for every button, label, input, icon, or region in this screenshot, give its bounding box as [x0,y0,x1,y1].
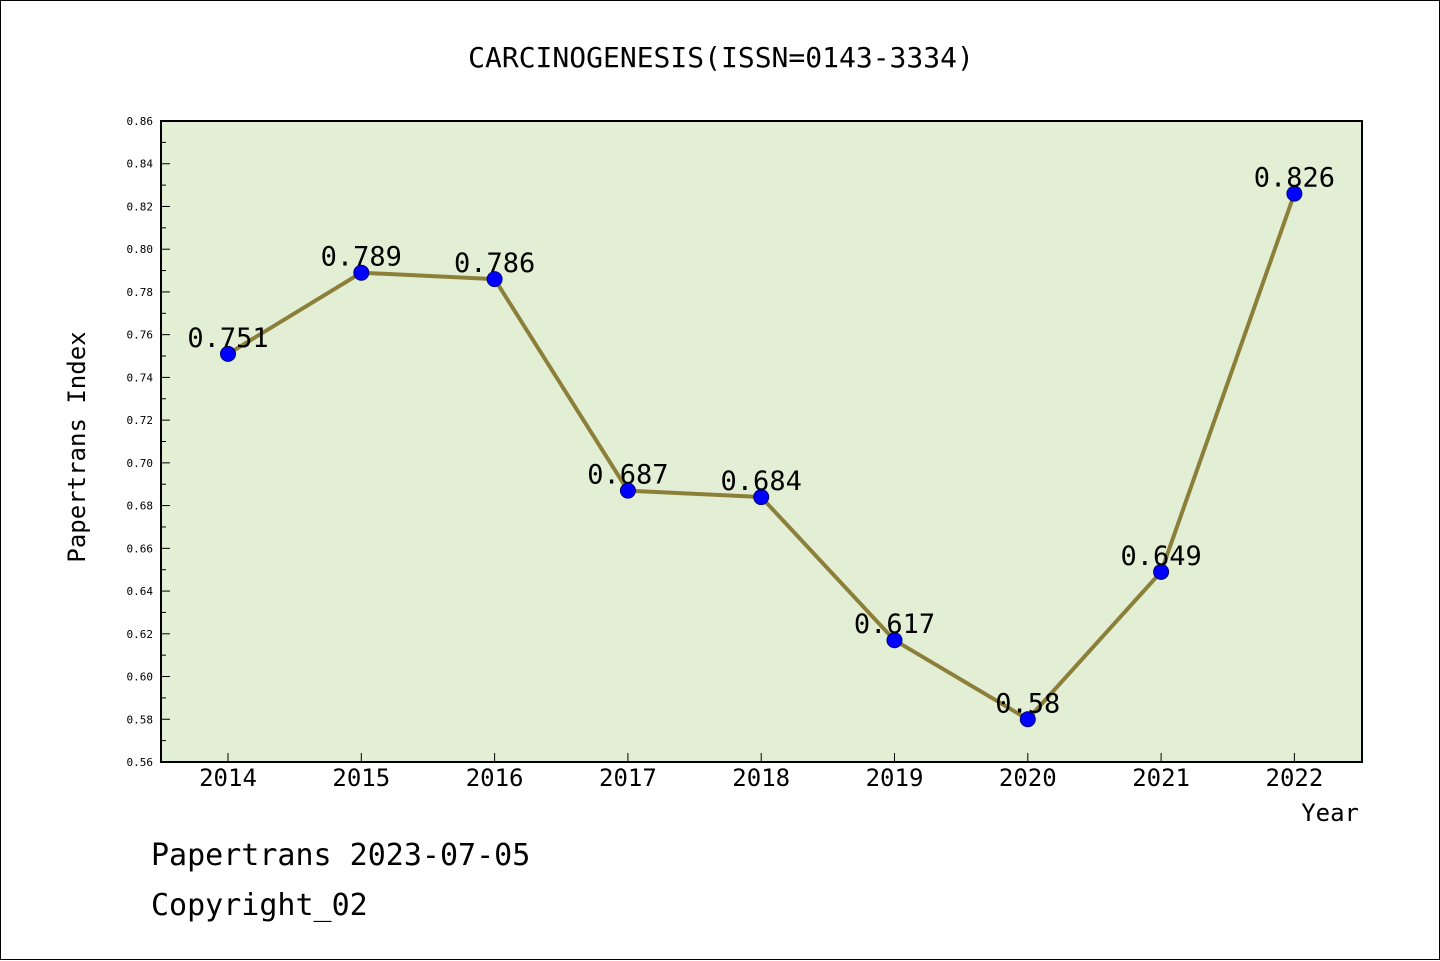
y-tick-label: 0.76 [127,329,154,342]
x-tick-label: 2019 [866,764,924,792]
y-tick-label: 0.64 [127,585,154,598]
x-axis: 2014 2015 2016 2017 2018 2019 2020 2021 2022 [199,753,1323,792]
y-tick-label: 0.60 [127,671,154,684]
x-tick-label: 2022 [1266,764,1324,792]
data-point [220,345,236,362]
y-axis-label: Papertrans Index [63,331,91,562]
y-tick-label: 0.62 [127,628,154,641]
data-label: 0.684 [721,466,802,497]
data-label: 0.789 [321,242,402,273]
y-tick-label: 0.86 [127,115,154,128]
x-tick-label: 2020 [999,764,1057,792]
data-point [619,482,636,499]
x-tick-label: 2017 [599,764,657,792]
y-tick-label: 0.84 [127,158,154,171]
data-label: 0.751 [187,323,268,354]
y-tick-label: 0.72 [127,414,154,427]
y-tick-label: 0.74 [127,371,154,384]
footer-copyright: Copyright_02 [151,888,368,923]
data-label: 0.826 [1254,163,1335,194]
data-label: 0.786 [454,248,535,279]
x-tick-label: 2016 [466,764,524,792]
marker-group [220,185,1303,728]
data-point [486,271,503,288]
footer-date: Papertrans 2023-07-05 [151,838,530,873]
data-label: 0.617 [854,609,935,640]
data-point [753,489,770,506]
data-point [353,264,370,281]
data-label: 0.687 [587,460,668,491]
data-label: 0.649 [1120,541,1201,572]
plot-area [160,120,1363,763]
x-tick-label: 2021 [1132,764,1190,792]
y-tick-label: 0.56 [127,756,154,769]
y-tick-label: 0.78 [127,286,154,299]
x-axis-label: Year [1301,799,1359,827]
x-tick-label: 2015 [332,764,390,792]
data-label-group: 0.751 0.789 0.786 0.687 0.684 0.617 0.58 0.649 0… [187,163,1335,720]
y-tick-label: 0.80 [127,243,154,256]
y-tick-label: 0.82 [127,200,154,213]
x-tick-label: 2018 [732,764,790,792]
data-point [1286,185,1303,202]
data-point [1019,711,1036,728]
data-label: 0.58 [995,688,1060,719]
y-tick-label: 0.70 [127,457,154,470]
y-tick-label: 0.58 [127,713,154,726]
data-point [886,632,903,649]
y-tick-label: 0.68 [127,500,154,513]
y-tick-label: 0.66 [127,542,154,555]
x-tick-label: 2014 [199,764,257,792]
data-point [1153,563,1170,580]
y-axis: 0.56 0.58 0.60 0.62 0.64 0.66 0.68 0.70 0.72 0.74… [127,115,170,769]
chart-title: CARCINOGENESIS(ISSN=0143-3334) [468,41,974,74]
